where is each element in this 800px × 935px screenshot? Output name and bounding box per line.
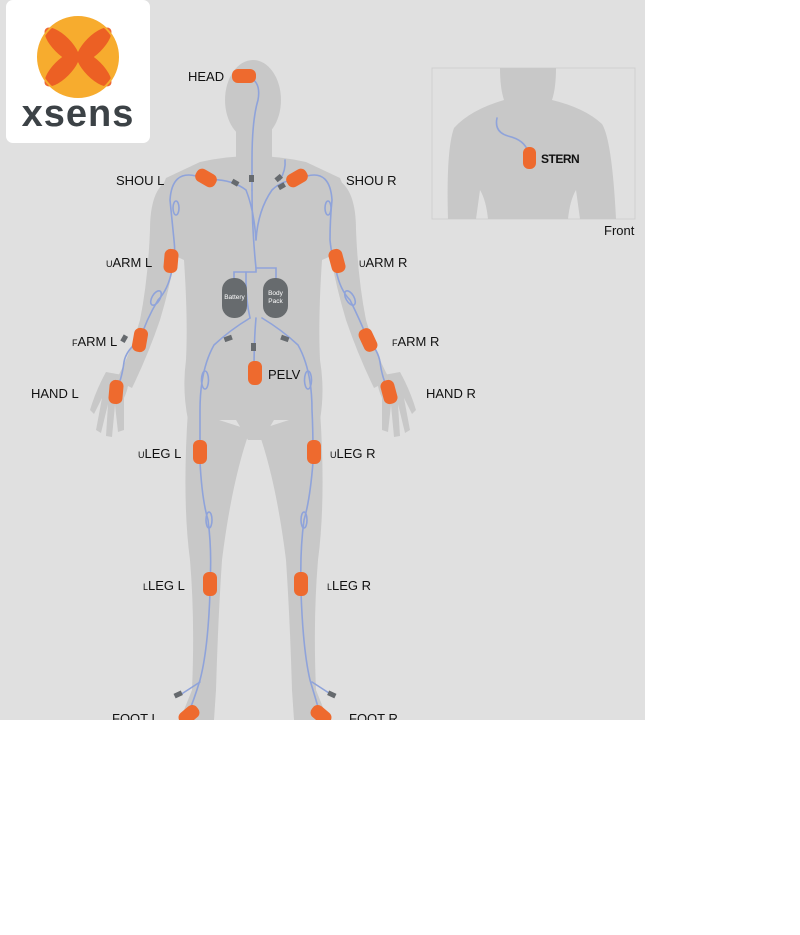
inset-torso-silhouette (447, 68, 616, 219)
right-arm-silhouette (328, 180, 390, 388)
sensor-forearm-left (131, 327, 149, 353)
label-upper-arm-left: UARM L (106, 255, 152, 270)
sensor-foot-left (178, 705, 200, 720)
sensor-hand-right (380, 379, 398, 405)
logo-wordmark: xsens (22, 93, 135, 135)
front-inset: STERN (431, 67, 636, 220)
label-lower-leg-left: LLEG L (143, 578, 185, 593)
sensor-shoulder-left (195, 168, 217, 188)
body-silhouette (90, 60, 416, 720)
sensor-shoulder-right (286, 168, 308, 188)
sensor-labels: HEAD SHOU L SHOU R UARM L UARM R FARM L … (31, 69, 476, 720)
connector (280, 334, 290, 343)
cable-loop (172, 200, 180, 216)
left-hand-silhouette (90, 372, 129, 437)
battery-unit: Battery (222, 278, 247, 318)
body-pack-label-line1: Body (268, 290, 284, 297)
pelvis-silhouette (230, 410, 280, 440)
label-shoulder-left: SHOU L (116, 173, 164, 188)
cable-loop (149, 289, 163, 307)
label-upper-leg-left: ULEG L (138, 446, 181, 461)
battery-label: Battery (224, 294, 245, 301)
label-hand-right: HAND R (426, 386, 476, 401)
diagram-canvas: Battery Body Pack HEAD SHOU L SHOU R UAR… (6, 0, 636, 720)
shoulder-left-cable (205, 178, 257, 241)
left-leg-silhouette (180, 410, 250, 720)
label-lower-leg-right: LLEG R (327, 578, 371, 593)
logo-x-mark (44, 27, 112, 87)
sensor-hand-left (108, 379, 124, 405)
pack-cable (233, 267, 277, 279)
sensor-upper-arm-right (328, 248, 346, 274)
sensor-pelvis (248, 361, 262, 385)
forearm-left-cable (139, 269, 173, 341)
connector (274, 173, 283, 183)
sensor-diagram: Battery Body Pack HEAD SHOU L SHOU R UAR… (0, 0, 645, 720)
connector (277, 182, 286, 191)
cable-loop (324, 200, 332, 216)
cable-connectors (120, 173, 337, 699)
sensor-lower-leg-right (294, 572, 308, 596)
connector (230, 178, 240, 187)
label-sternum: STERN (541, 152, 579, 166)
foot-left-cable (187, 591, 211, 715)
sensor-upper-leg-right (307, 440, 321, 464)
body-pack-label-line2: Pack (268, 298, 283, 305)
sensor-upper-arm-left (163, 248, 179, 274)
torso-silhouette (159, 156, 347, 420)
motion-sensors (108, 69, 398, 720)
label-pelvis: PELV (268, 367, 301, 382)
thigh-left-cable (199, 317, 251, 453)
label-forearm-right: FARM R (392, 334, 439, 349)
sensor-head (232, 69, 256, 83)
label-upper-arm-right: UARM R (359, 255, 407, 270)
connector (120, 334, 129, 343)
foot-right-cable (300, 591, 321, 715)
spine-cable (251, 189, 257, 269)
label-foot-left: FOOT L (112, 711, 159, 720)
sensor-sternum (523, 147, 536, 169)
connector (251, 343, 256, 351)
label-shoulder-right: SHOU R (346, 173, 397, 188)
foot-left-branch-cable (179, 681, 201, 696)
connector (173, 690, 183, 699)
cable-loop (300, 511, 308, 529)
connector (223, 334, 233, 343)
label-hand-left: HAND L (31, 386, 79, 401)
battery-pack (222, 278, 247, 318)
xsens-logo: xsens (6, 0, 150, 143)
shank-left-cable (199, 461, 212, 585)
label-upper-leg-right: ULEG R (330, 446, 376, 461)
shank-right-cable (300, 461, 314, 585)
connector (327, 690, 337, 699)
sensor-foot-right (310, 705, 332, 720)
cable-loop (200, 370, 210, 390)
body-pack (263, 278, 288, 318)
forearm-right-cable (335, 269, 369, 341)
label-foot-right: FOOT R (349, 711, 398, 720)
cable-loop (343, 289, 357, 307)
thigh-right-cable (261, 317, 314, 453)
body-pack-unit: Body Pack (263, 278, 288, 318)
sensor-upper-leg-left (193, 440, 207, 464)
left-arm-silhouette (116, 180, 178, 388)
inset-caption: Front (604, 223, 635, 238)
inset-cable (495, 117, 529, 153)
connector (249, 175, 254, 182)
sensor-forearm-right (358, 328, 378, 352)
sensor-lower-leg-left (203, 572, 217, 596)
cable-loop (303, 370, 313, 390)
label-head: HEAD (188, 69, 224, 84)
cable-loop (205, 511, 213, 529)
label-forearm-left: FARM L (72, 334, 117, 349)
